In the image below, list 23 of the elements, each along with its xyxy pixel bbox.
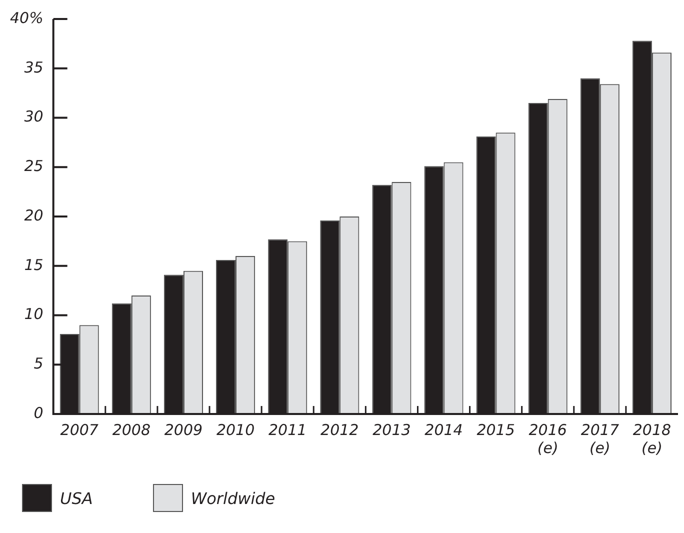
y-tick-label: 25 xyxy=(24,157,44,176)
x-tick-label: 2009 xyxy=(164,420,203,439)
legend-label: USA xyxy=(60,488,93,508)
y-tick-label: 30 xyxy=(24,108,44,126)
x-tick-label: 2011 xyxy=(268,420,307,439)
y-tick-label: 10 xyxy=(24,305,44,324)
x-tick-label: 2007 xyxy=(60,420,99,439)
x-tick-label: 2012 xyxy=(320,420,359,439)
y-tick-label: 5 xyxy=(34,354,44,373)
x-tick-label: 2010 xyxy=(216,420,255,439)
y-tick-label: 40% xyxy=(10,8,44,27)
x-tick-label: 2016 (e) xyxy=(528,420,567,457)
x-tick-label: 2015 xyxy=(476,420,515,439)
y-tick-label: 35 xyxy=(24,58,44,76)
x-tick-label: 2017 (e) xyxy=(580,420,620,457)
y-tick-label: 0 xyxy=(34,404,44,422)
x-tick-label: 2008 xyxy=(112,420,151,439)
legend-label: Worldwide xyxy=(190,488,276,508)
x-tick-label: 2014 xyxy=(424,420,463,439)
x-tick-label: 2013 xyxy=(372,420,411,439)
x-tick-label: 2018 (e) xyxy=(632,420,672,457)
y-tick-label: 15 xyxy=(24,256,44,274)
y-tick-label: 20 xyxy=(24,206,44,224)
